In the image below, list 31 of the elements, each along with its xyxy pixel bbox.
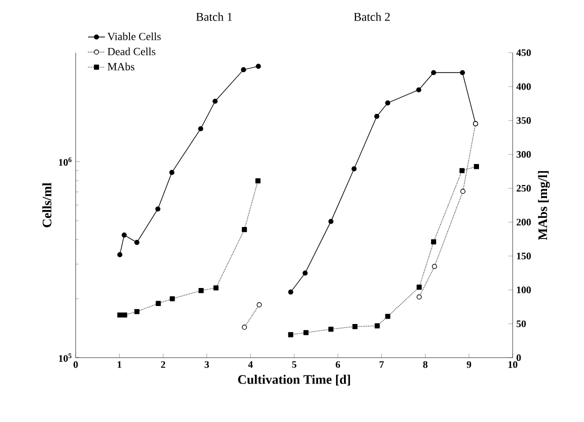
y2-tick-label: 250	[516, 184, 531, 192]
y-tick-label: 10$^{6}$	[59, 157, 72, 166]
y2-tick-label: 150	[517, 252, 531, 260]
legend-label: Viable Cells	[107, 32, 161, 40]
text: Batch 2	[354, 12, 390, 21]
x-tick-label: 8	[423, 361, 428, 368]
x-tick-label: 0	[74, 361, 78, 368]
x-tick-label: 4	[248, 361, 253, 368]
x-tick-label: 9	[466, 361, 472, 368]
y-tick-label: 10$^{5}$	[59, 354, 72, 362]
x-tick-label: 5	[292, 361, 296, 368]
y2-tick-label: 0	[516, 354, 521, 362]
y2-tick-label: 450	[516, 49, 531, 56]
x-tick-label: 1	[118, 361, 122, 368]
y2-tick-label: 200	[516, 218, 531, 226]
text: Batch 1	[196, 12, 232, 21]
y2-tick-label: 50	[516, 320, 526, 328]
x-tick-label: 2	[161, 361, 166, 368]
y2-tick-label: 300	[516, 151, 531, 158]
y2-tick-label: 100	[517, 286, 531, 294]
y2-tick-label: 400	[516, 83, 531, 90]
x-tick-label: 3	[204, 361, 209, 368]
legend-label: Dead Cells	[108, 48, 156, 56]
legend-label: MAbs	[108, 62, 134, 70]
y-axis-title: Cells/ml	[42, 182, 52, 228]
x-axis-title: Cultivation Time [d]	[238, 374, 350, 386]
y2-axis-title: MAbs [mg/l]	[538, 171, 550, 240]
y2-tick-label: 350	[516, 117, 531, 124]
x-tick-label: 7	[380, 361, 384, 368]
x-tick-label: 6	[336, 361, 340, 368]
x-tick-label: 10	[508, 361, 518, 368]
